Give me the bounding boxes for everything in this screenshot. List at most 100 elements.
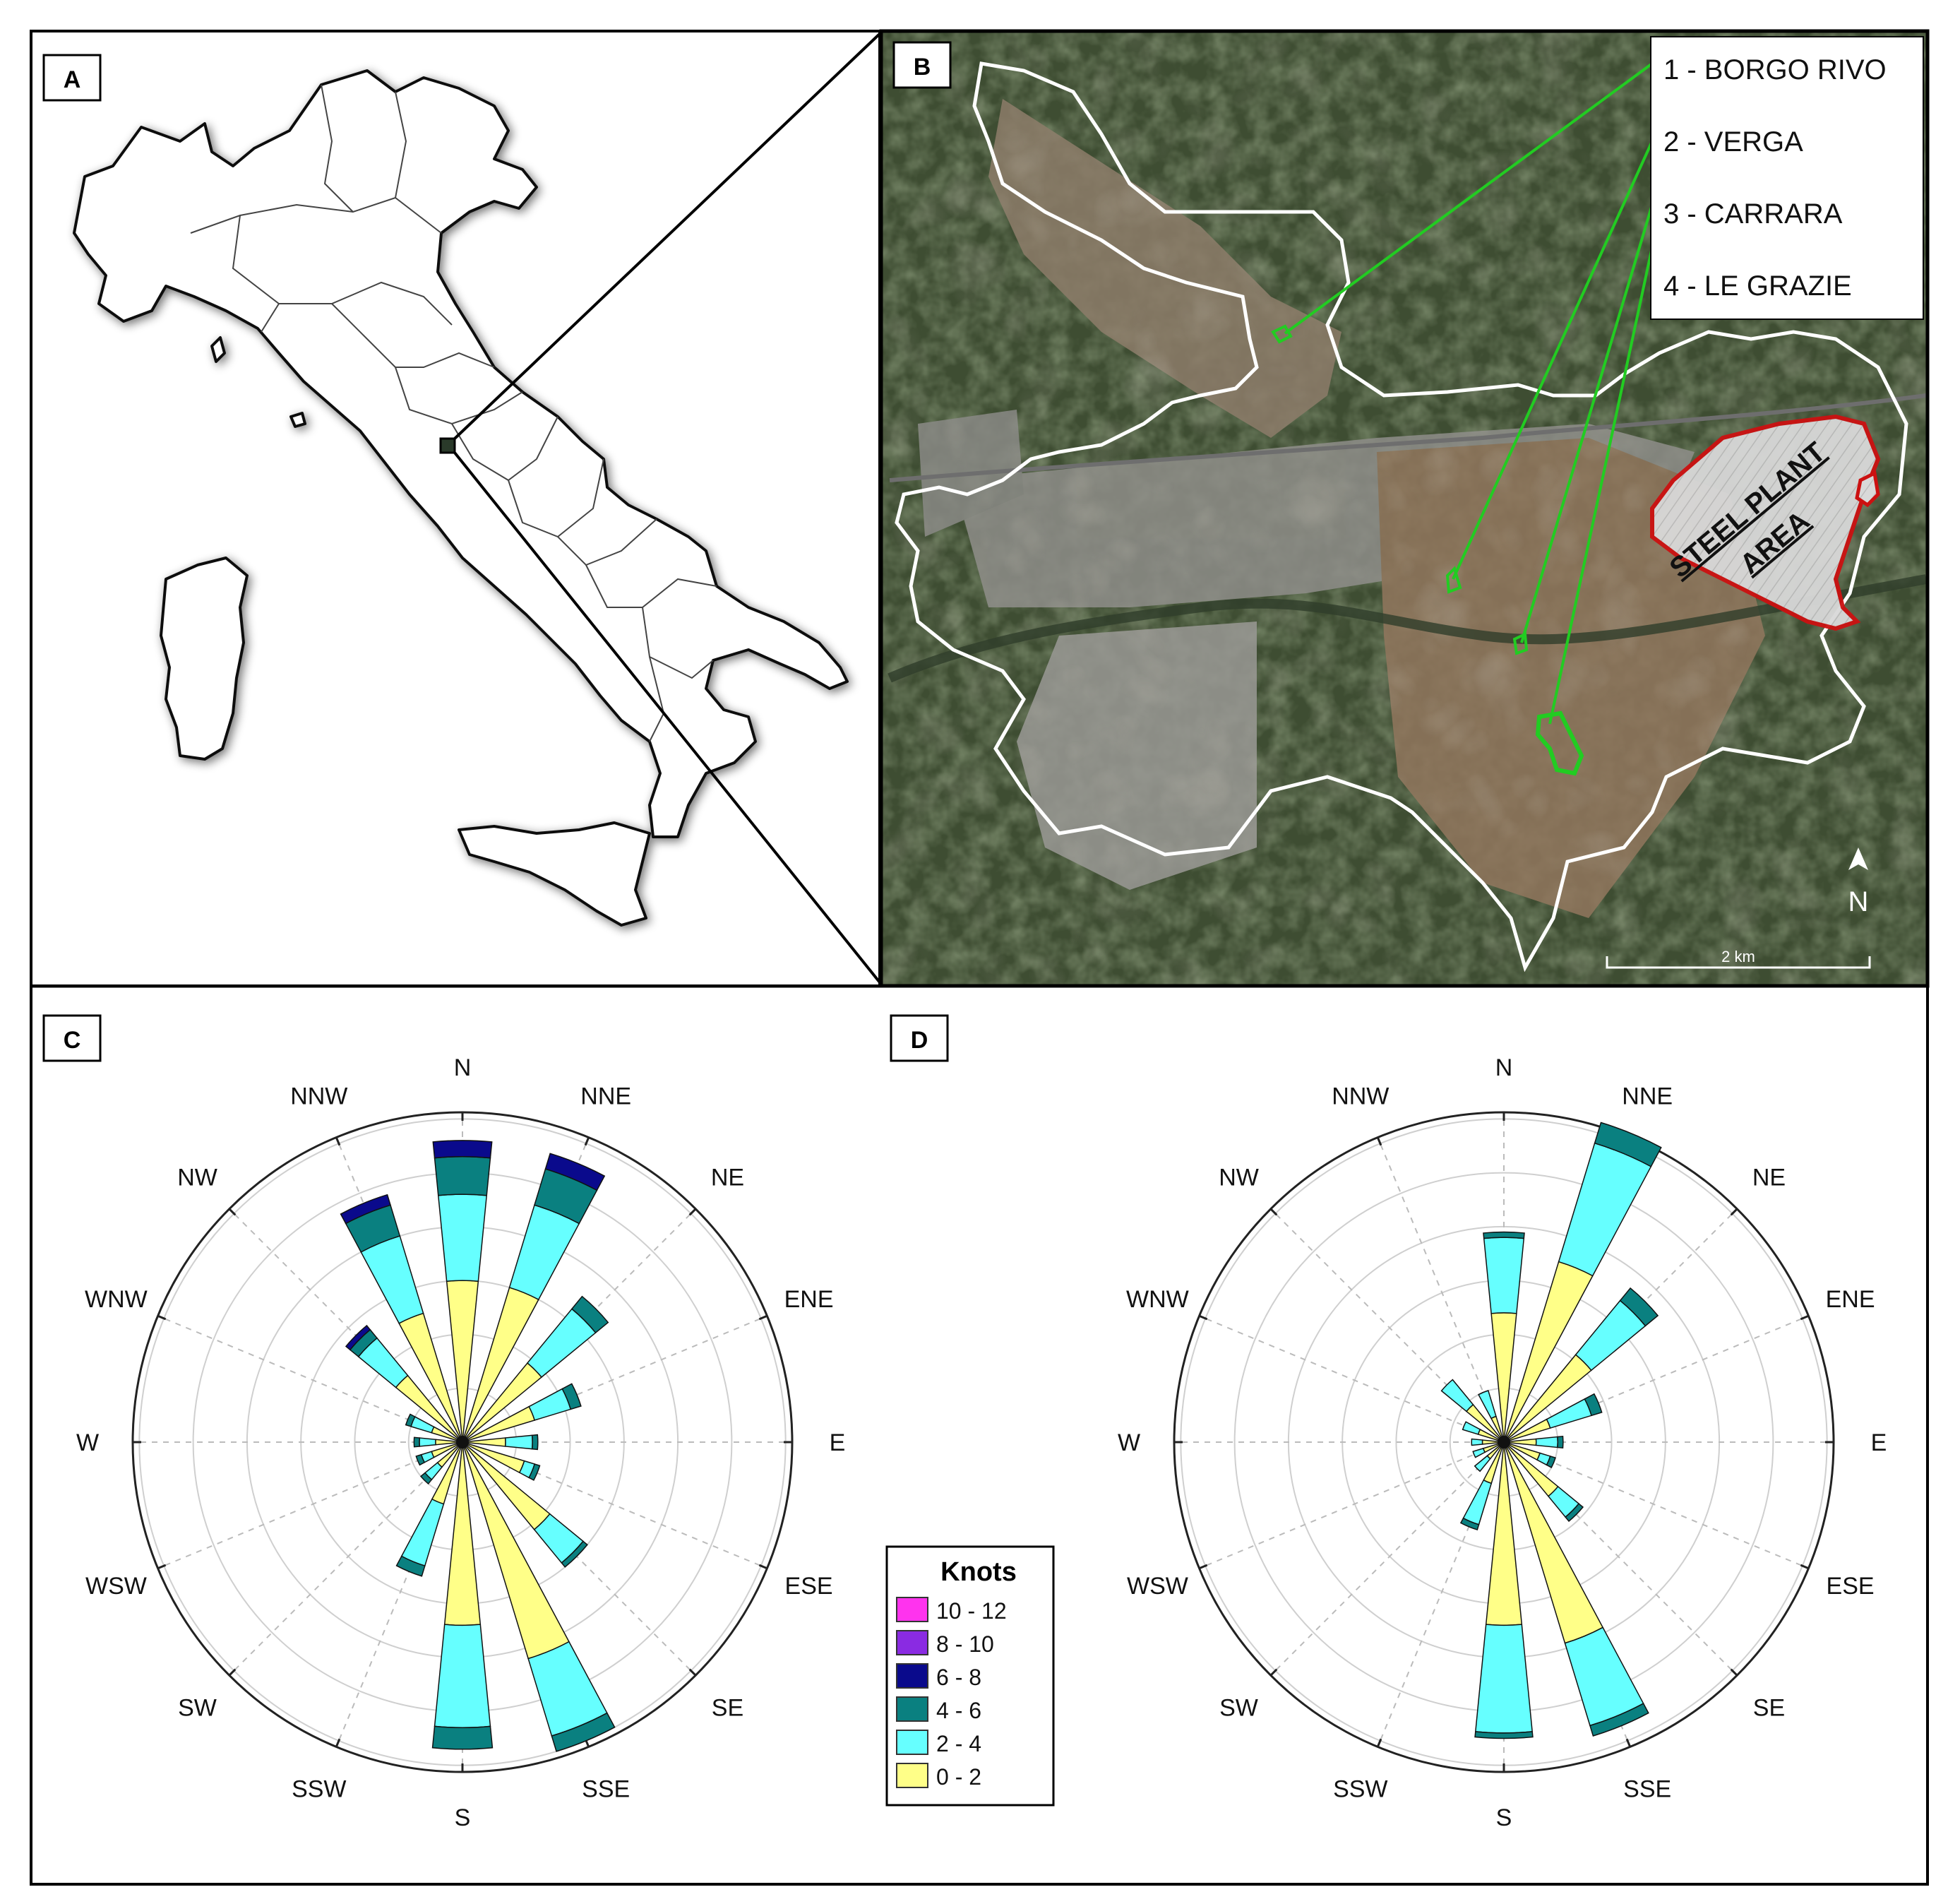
panel-a: A <box>30 30 884 987</box>
rose-spoke <box>1377 1137 1505 1443</box>
rose-direction-label-NW: NW <box>177 1165 217 1191</box>
sicily <box>458 821 651 927</box>
steel-plant-area-small <box>1855 470 1880 508</box>
panel-b-label: B <box>914 54 931 81</box>
site-2-leader <box>1452 141 1654 580</box>
rose-spoke <box>157 1315 463 1443</box>
rose-petal-SE-4-6 <box>1565 1503 1584 1523</box>
rose-direction-label-SSW: SSW <box>1333 1776 1387 1803</box>
rose-tick <box>1730 1668 1738 1677</box>
rose-spoke <box>462 1441 767 1569</box>
rose-petal-N-2-4 <box>437 1194 488 1283</box>
rose-spoke <box>1199 1441 1505 1569</box>
rose-spoke <box>1270 1208 1505 1443</box>
rose-tick <box>335 1738 341 1748</box>
rose-petal-NNE-4-6 <box>1594 1121 1662 1167</box>
legend-label-5: 2 - 4 <box>936 1731 981 1756</box>
rose-petal-WSW-2-4 <box>1472 1447 1486 1458</box>
site-1-area <box>1271 324 1293 344</box>
site-4-label: 4 - LE GRAZIE <box>1663 270 1852 302</box>
site-3-leader <box>1520 204 1654 643</box>
rose-petal-NNW-2-4 <box>1478 1390 1497 1420</box>
rose-tick <box>1269 1668 1278 1677</box>
rose-spoke <box>1503 1441 1809 1569</box>
panel-d-label: D <box>911 1027 928 1054</box>
rose-direction-label-NW: NW <box>1219 1165 1259 1191</box>
rose-direction-label-NE: NE <box>1752 1165 1786 1191</box>
rose-petal-E-2-4 <box>504 1434 533 1450</box>
legend-label-2: 8 - 10 <box>936 1631 994 1657</box>
panel-c-label-box <box>42 1014 102 1062</box>
rose-direction-label-WNW: WNW <box>85 1286 148 1313</box>
rose-direction-label-W: W <box>76 1429 99 1456</box>
rose-direction-label-NNE: NNE <box>1622 1083 1673 1109</box>
railway <box>889 393 1926 482</box>
rose-direction-label-SSW: SSW <box>292 1776 346 1803</box>
rose-spoke <box>1199 1315 1505 1443</box>
rose-direction-label-SE: SE <box>1753 1694 1785 1721</box>
rose-petal-ENE-4-6 <box>561 1383 582 1410</box>
rose-spoke <box>335 1137 463 1443</box>
rose-tick <box>1625 1738 1632 1748</box>
rose-direction-label-ESE: ESE <box>1827 1573 1875 1600</box>
rose-petal-E-4-6 <box>531 1434 539 1451</box>
legend-label-3: 6 - 8 <box>936 1665 981 1690</box>
rose-petal-WNW-2-4 <box>1462 1421 1481 1435</box>
italy-mainland <box>73 69 849 838</box>
rose-petal-NW-6-8 <box>345 1324 371 1351</box>
rose-petal-W-4-6 <box>413 1436 421 1448</box>
rose-direction-label-NE: NE <box>711 1165 744 1191</box>
rose-direction-label-S: S <box>455 1804 471 1831</box>
speed-legend-title: Knots <box>940 1557 1017 1587</box>
italy-map <box>73 69 849 927</box>
rose-petal-SW-2-4 <box>1474 1455 1491 1472</box>
panel-b: STEEL PLANT AREA 1 - BORGO RIVO 2 - VERG… <box>881 31 1926 986</box>
site-2-area <box>1445 566 1462 594</box>
zoom-line-bottom <box>453 451 884 987</box>
rose-petal-NE-4-6 <box>1619 1287 1659 1327</box>
legend-swatch-5 <box>896 1730 928 1755</box>
rose-direction-label-N: N <box>1495 1054 1513 1081</box>
elba <box>289 412 306 428</box>
rose-petal-ESE-4-6 <box>528 1463 541 1481</box>
rose-petal-W-2-4 <box>419 1437 436 1447</box>
rose-spoke <box>335 1441 463 1747</box>
rose-tick <box>1730 1208 1738 1216</box>
rose-center <box>456 1436 469 1448</box>
rose-petal-SW-4-6 <box>420 1472 433 1484</box>
rose-spoke <box>229 1208 463 1443</box>
rose-petal-NNE-6-8 <box>544 1153 606 1191</box>
rose-tick <box>758 1564 768 1570</box>
speed-legend: Knots 10 - 12 8 - 10 6 - 8 4 - 6 2 - 4 0 - 2 <box>885 1545 1055 1807</box>
site-4-leader <box>1548 246 1654 725</box>
site-3-area <box>1512 631 1529 655</box>
rose-spoke <box>1503 1441 1738 1676</box>
scale-bar <box>1606 956 1871 969</box>
rose-tick <box>688 1668 697 1677</box>
rose-petal-SSW-4-6 <box>1459 1517 1480 1531</box>
rose-petal-N-2-4 <box>1483 1237 1525 1314</box>
legend-label-4: 4 - 6 <box>936 1698 981 1723</box>
rose-direction-label-E: E <box>830 1429 846 1456</box>
rose-direction-label-ENE: ENE <box>784 1286 834 1313</box>
legend-swatch-6 <box>896 1763 928 1788</box>
rose-petal-NW-2-4 <box>1440 1379 1474 1412</box>
rose-tick <box>228 1208 237 1216</box>
rose-tick <box>688 1208 697 1216</box>
city-boundary <box>895 61 1908 972</box>
site-4-area <box>1535 710 1584 776</box>
rose-petal-ENE-4-6 <box>1584 1393 1603 1417</box>
panel-a-label: A <box>64 66 81 93</box>
rose-direction-label-ENE: ENE <box>1826 1286 1875 1313</box>
rose-petal-SSE-4-6 <box>1589 1703 1649 1737</box>
scale-label: 2 km <box>1721 948 1755 965</box>
rose-spoke <box>462 1315 767 1443</box>
rose-direction-label-S: S <box>1496 1804 1512 1831</box>
rose-petal-ESE-4-6 <box>1546 1456 1556 1468</box>
rose-petal-SSE-4-6 <box>551 1712 616 1752</box>
rose-petal-NNW-6-8 <box>340 1194 391 1225</box>
study-area-marker <box>439 437 456 454</box>
speed-legend-items: 10 - 12 8 - 10 6 - 8 4 - 6 2 - 4 0 - 2 <box>896 1597 1007 1790</box>
rose-petal-N-4-6 <box>434 1156 491 1196</box>
